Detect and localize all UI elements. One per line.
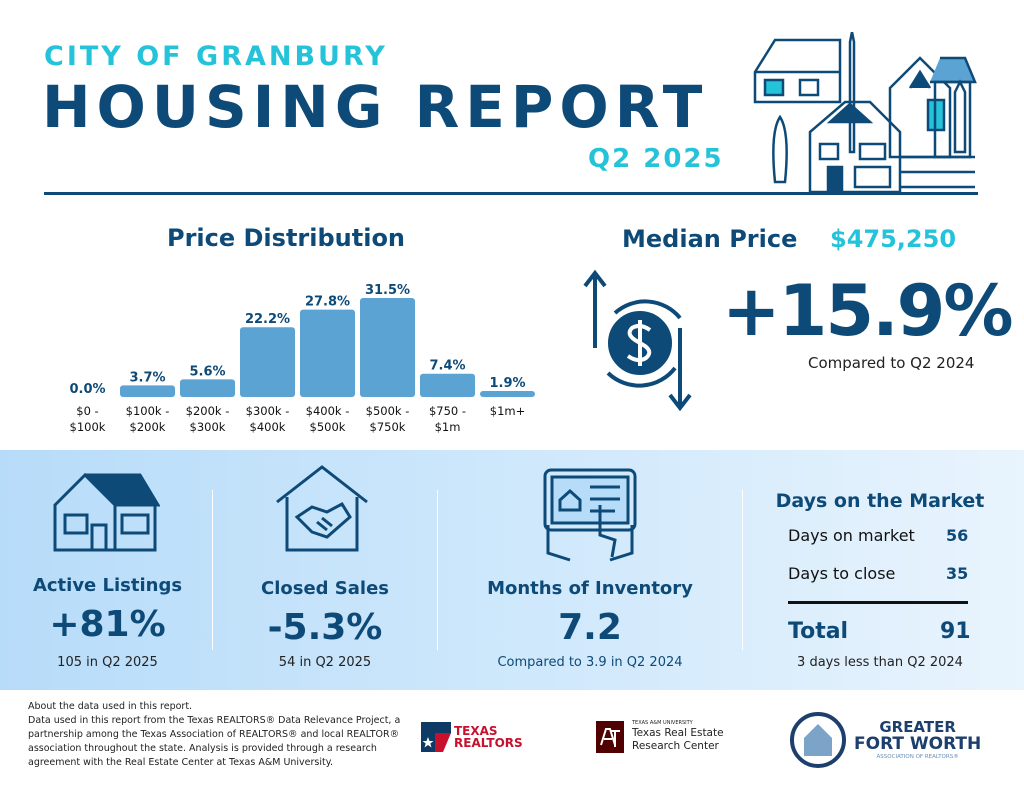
- bar: [300, 309, 355, 397]
- median-price-change: +15.9%: [722, 270, 1013, 352]
- bar-data-label: 0.0%: [69, 382, 105, 397]
- total-label: Total: [788, 619, 849, 644]
- house-icon: [53, 472, 160, 552]
- bar: [120, 385, 175, 397]
- tamu-top: TEXAS A&M UNIVERSITY: [632, 720, 693, 726]
- active-listings-value: +81%: [49, 604, 166, 645]
- bar-data-label: 22.2%: [245, 312, 290, 327]
- tamu-line: Research Center: [632, 740, 719, 752]
- divider: [212, 490, 213, 650]
- median-price-value: $475,250: [830, 225, 957, 253]
- median-price-title: Median Price: [622, 225, 798, 253]
- category-label: $500k: [310, 420, 346, 434]
- stats-band: [0, 450, 1024, 690]
- active-listings-sub: 105 in Q2 2025: [57, 655, 158, 670]
- bar: [480, 391, 535, 397]
- gfw-mark-icon: [790, 712, 846, 768]
- texas-realtors-logo: TEXAS REALTORS: [421, 722, 523, 752]
- footer-disclaimer: About the data used in this report. Data…: [28, 700, 408, 770]
- days-on-market-title: Days on the Market: [775, 490, 985, 512]
- bar-data-label: 27.8%: [305, 295, 350, 310]
- category-label: $0 -: [76, 404, 98, 418]
- category-label: $300k: [190, 420, 226, 434]
- category-label: $100k -: [126, 404, 170, 418]
- days-on-market-value: 56: [946, 526, 969, 545]
- category-label: $400k: [250, 420, 286, 434]
- divider: [437, 490, 438, 650]
- category-label: $400k -: [306, 404, 350, 418]
- total-divider: [788, 601, 968, 604]
- bar: [360, 298, 415, 397]
- divider: [742, 490, 743, 650]
- tamu-logo: TEXAS A&M UNIVERSITY Texas Real Estate R…: [596, 720, 724, 753]
- footer-line: Data used in this report from the Texas …: [28, 715, 401, 768]
- gfw-logo: GREATER FORT WORTH ASSOCIATION OF REALTO…: [790, 712, 981, 768]
- months-of-inventory-title: Months of Inventory: [487, 578, 693, 599]
- bar-data-label: 31.5%: [365, 283, 410, 298]
- header-divider: [44, 192, 978, 195]
- tamu-mark-icon: [596, 720, 624, 753]
- texas-realtors-line: REALTORS: [454, 736, 523, 750]
- category-label: $200k: [130, 420, 166, 434]
- price-distribution-title: Price Distribution: [167, 224, 406, 252]
- bar-data-label: 3.7%: [129, 370, 165, 385]
- bar-data-label: 1.9%: [489, 376, 525, 391]
- closed-sales-sub: 54 in Q2 2025: [278, 655, 372, 670]
- price-distribution-chart: 0.0% $0 - $100k 3.7% $100k - $200k 5.6% $200k -…: [69, 283, 535, 434]
- gfw-line: ASSOCIATION OF REALTORS®: [876, 754, 959, 760]
- bar: [420, 373, 475, 397]
- bar-data-label: 7.4%: [429, 359, 465, 374]
- months-of-inventory-sub: Compared to 3.9 in Q2 2024: [497, 655, 683, 670]
- category-label: $300k -: [246, 404, 290, 418]
- dollar-exchange-icon: [583, 269, 692, 412]
- category-label: $100k: [70, 420, 106, 434]
- footer-line: About the data used in this report.: [28, 701, 193, 712]
- tamu-line: Texas Real Estate: [632, 727, 724, 739]
- total-sub: 3 days less than Q2 2024: [797, 655, 963, 670]
- gfw-line: FORT WORTH: [854, 734, 982, 754]
- median-price-compare: Compared to Q2 2024: [808, 354, 975, 372]
- closed-sales-value: -5.3%: [267, 607, 383, 648]
- report-quarter: Q2 2025: [588, 144, 724, 174]
- months-of-inventory-value: 7.2: [558, 607, 622, 648]
- texas-realtors-mark-icon: [421, 722, 451, 752]
- category-label: $1m+: [490, 404, 525, 418]
- houses-illustration-icon: [753, 32, 977, 192]
- category-label: $1m: [435, 420, 461, 434]
- days-on-market-label: Days on market: [788, 526, 915, 545]
- bar: [180, 379, 235, 397]
- tablet-touch-icon: [543, 468, 637, 562]
- texas-realtors-line: TEXAS: [454, 724, 498, 738]
- category-label: $200k -: [186, 404, 230, 418]
- gfw-line: GREATER: [879, 718, 956, 736]
- days-to-close-label: Days to close: [788, 564, 896, 583]
- bar: [240, 327, 295, 397]
- report-title: HOUSING REPORT: [42, 73, 709, 141]
- days-to-close-value: 35: [946, 564, 969, 583]
- category-label: $750 -: [429, 404, 466, 418]
- category-label: $500k -: [366, 404, 410, 418]
- closed-sales-title: Closed Sales: [260, 578, 390, 599]
- handshake-house-icon: [276, 465, 368, 552]
- active-listings-title: Active Listings: [32, 575, 183, 596]
- city-name: CITY OF GRANBURY: [44, 41, 388, 72]
- category-label: $750k: [370, 420, 406, 434]
- bar-data-label: 5.6%: [189, 364, 225, 379]
- total-value: 91: [940, 619, 971, 644]
